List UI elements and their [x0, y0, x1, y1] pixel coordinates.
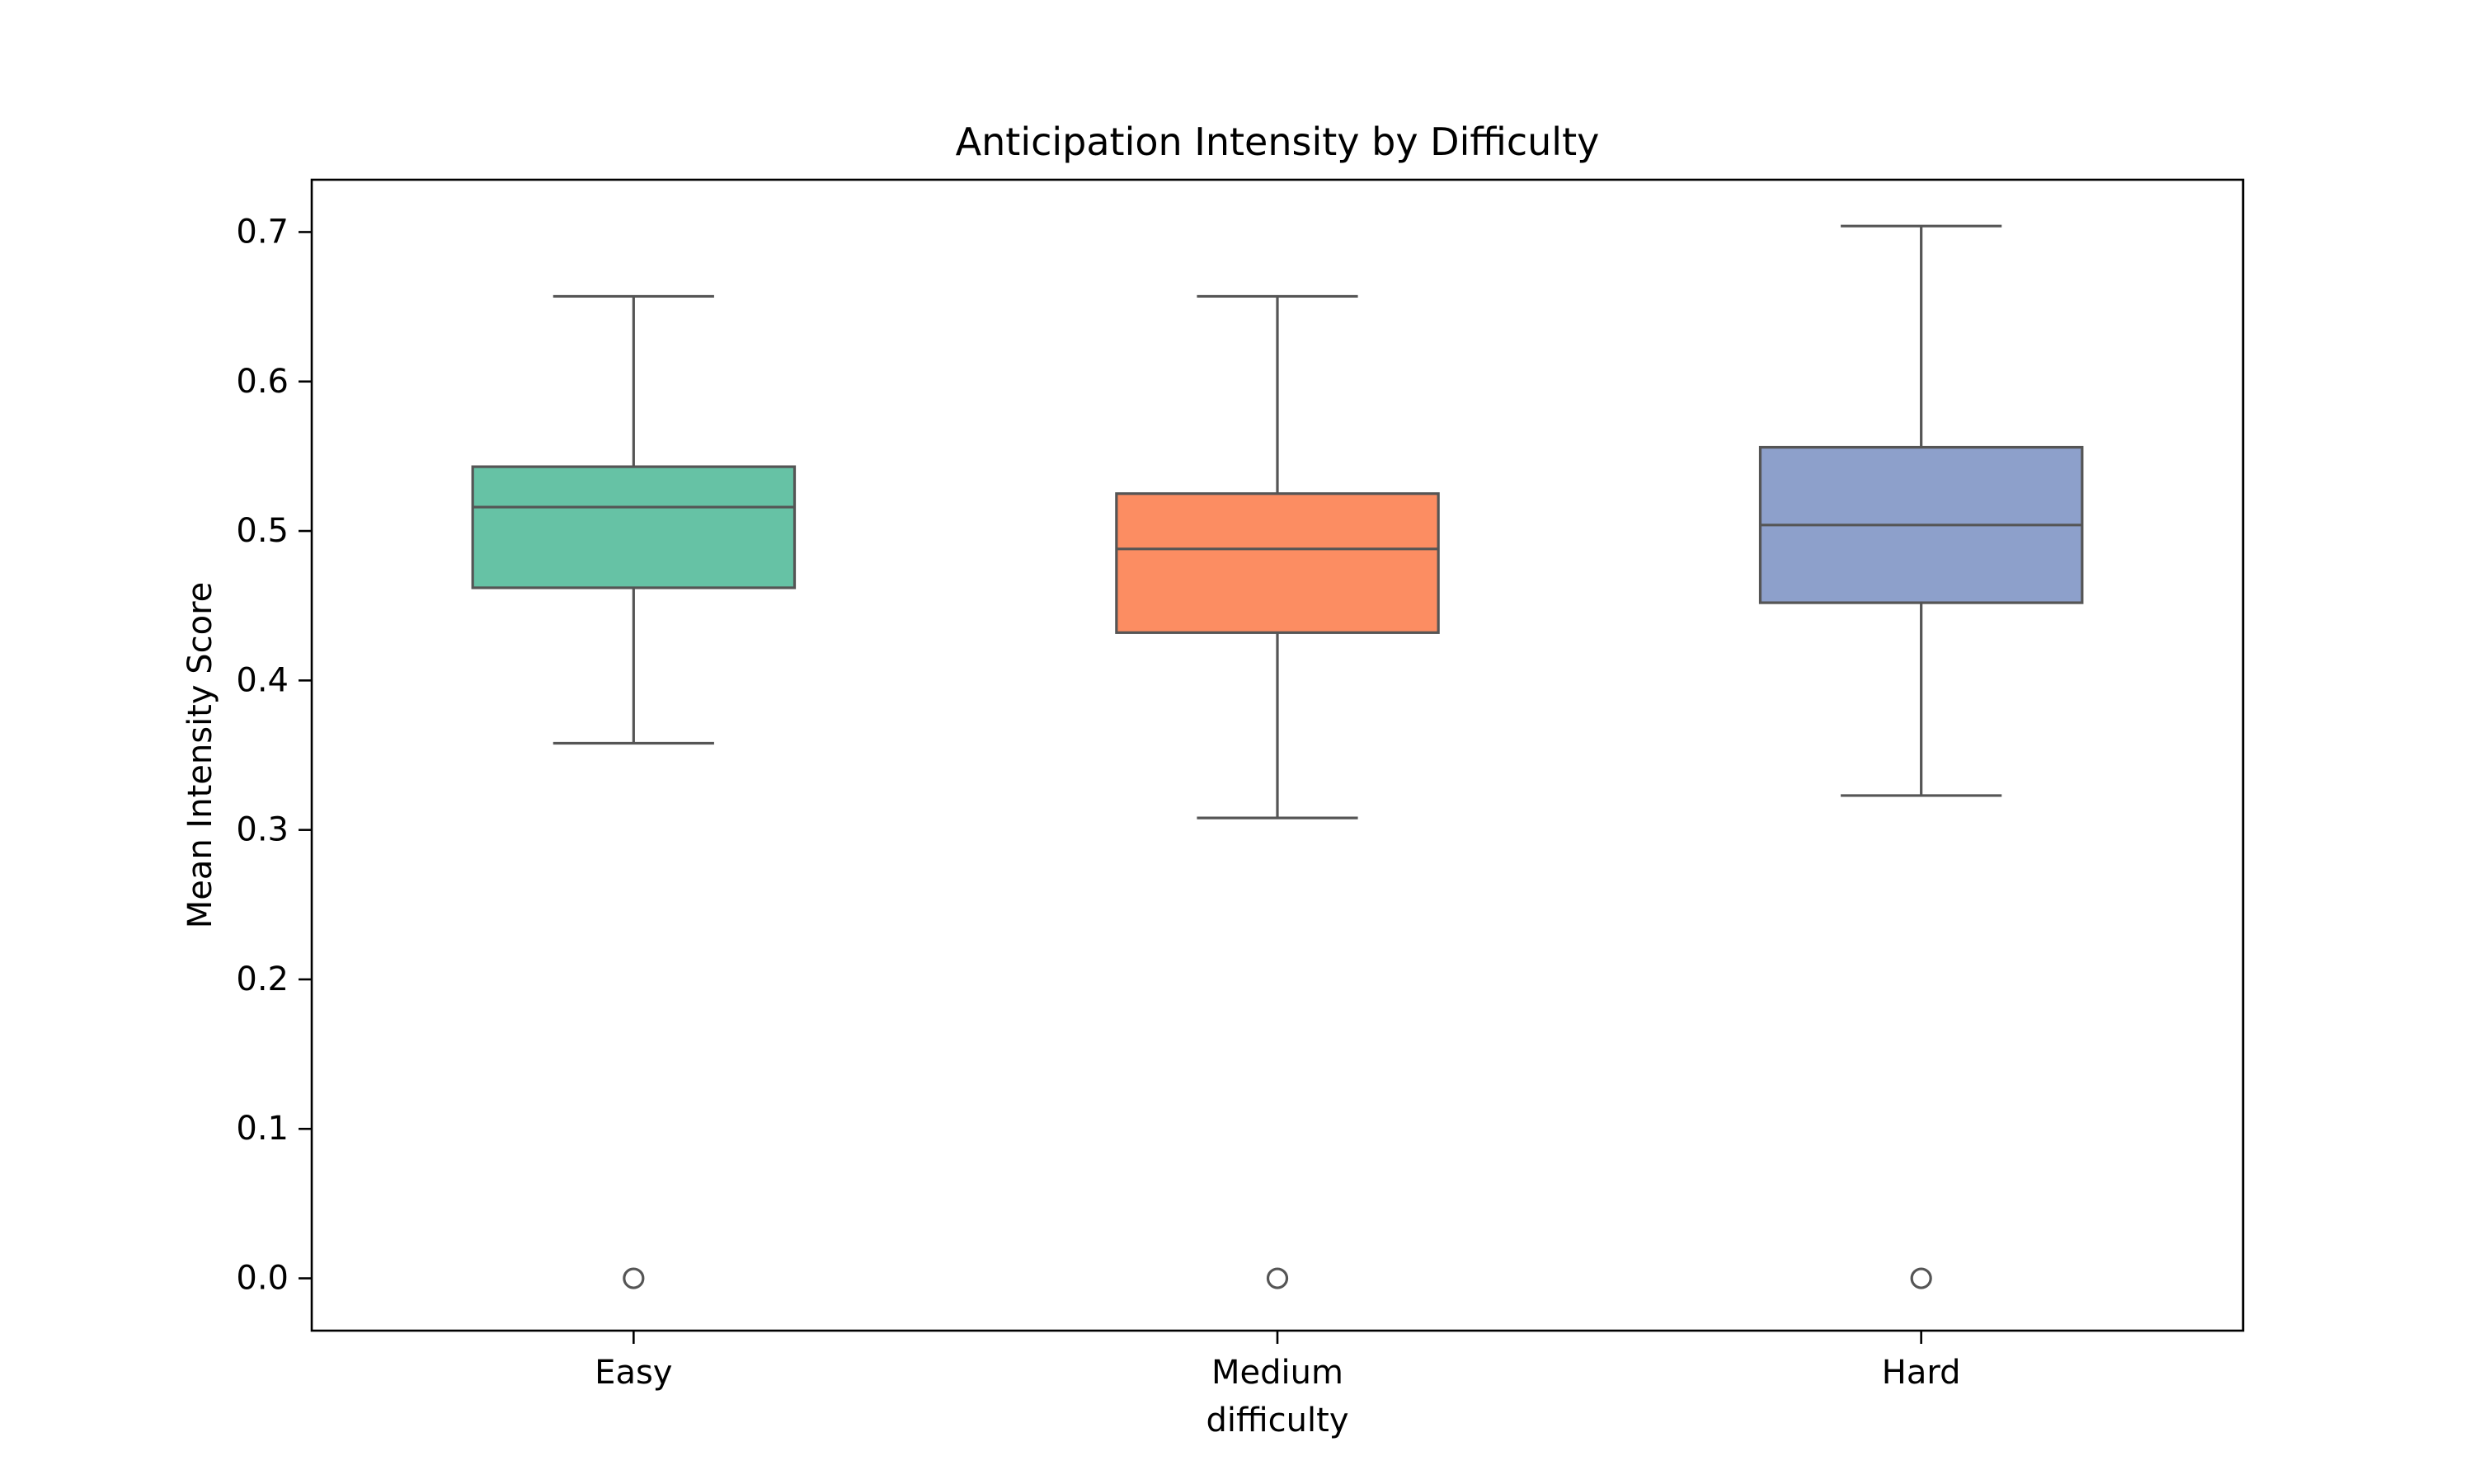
- y-axis-label: Mean Intensity Score: [181, 582, 219, 929]
- outlier-point: [1910, 1267, 1932, 1289]
- x-axis-label: difficulty: [1206, 1402, 1349, 1439]
- y-axis-ticks: 0.0 0.1 0.2 0.3 0.4 0.5 0.6 0.7: [236, 213, 312, 1298]
- y-tick-label: 0.5: [236, 512, 289, 550]
- x-axis-ticks: Easy Medium Hard: [595, 1331, 1961, 1392]
- box-group-easy: [471, 294, 797, 1289]
- box-iqr: [471, 465, 797, 589]
- y-tick-label: 0.0: [236, 1260, 289, 1298]
- y-tick-label: 0.4: [236, 661, 289, 699]
- y-tick-label: 0.6: [236, 363, 289, 401]
- outlier-point: [1266, 1267, 1289, 1289]
- x-tick-label: Easy: [595, 1354, 672, 1392]
- box-group-hard: [1758, 224, 2084, 1289]
- y-tick-label: 0.1: [236, 1110, 289, 1148]
- plot-marks: [471, 224, 2084, 1289]
- chart-title: Anticipation Intensity by Difficulty: [956, 120, 1600, 164]
- outlier-point: [623, 1267, 645, 1289]
- x-tick-label: Medium: [1211, 1354, 1343, 1392]
- box-iqr: [1115, 492, 1440, 634]
- y-tick-label: 0.2: [236, 960, 289, 998]
- box-group-medium: [1115, 294, 1440, 1289]
- y-tick-label: 0.3: [236, 811, 289, 849]
- x-tick-label: Hard: [1882, 1354, 1961, 1392]
- y-tick-label: 0.7: [236, 213, 289, 251]
